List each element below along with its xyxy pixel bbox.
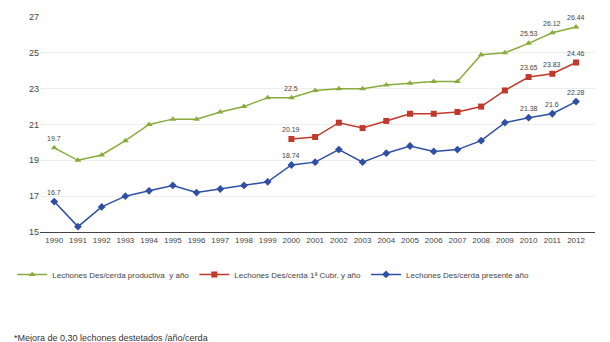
svg-text:17: 17 — [29, 191, 39, 201]
svg-text:2008: 2008 — [472, 236, 490, 245]
svg-text:1990: 1990 — [45, 236, 63, 245]
svg-text:1993: 1993 — [116, 236, 134, 245]
svg-text:21: 21 — [29, 120, 39, 130]
svg-text:2001: 2001 — [306, 236, 324, 245]
svg-text:Lechones Des/cerda 1ª Cubr. y: Lechones Des/cerda 1ª Cubr. y año — [234, 271, 361, 280]
svg-text:2005: 2005 — [401, 236, 419, 245]
svg-text:23.83: 23.83 — [543, 61, 561, 68]
svg-text:2012: 2012 — [567, 236, 585, 245]
svg-text:26.44: 26.44 — [567, 14, 585, 21]
svg-text:1996: 1996 — [188, 236, 206, 245]
svg-text:24.46: 24.46 — [567, 50, 585, 57]
svg-text:21.38: 21.38 — [520, 105, 538, 112]
svg-text:19: 19 — [29, 155, 39, 165]
svg-text:21.6: 21.6 — [545, 101, 559, 108]
svg-text:2004: 2004 — [377, 236, 395, 245]
svg-text:1991: 1991 — [69, 236, 87, 245]
svg-text:1992: 1992 — [93, 236, 111, 245]
svg-text:16.7: 16.7 — [47, 189, 61, 196]
svg-text:18.74: 18.74 — [282, 152, 300, 159]
svg-text:20.19: 20.19 — [282, 126, 300, 133]
svg-text:2011: 2011 — [544, 236, 562, 245]
svg-text:2009: 2009 — [496, 236, 514, 245]
svg-text:Lechones Des/cerda productiva: Lechones Des/cerda productiva y año — [52, 271, 189, 280]
svg-text:23.65: 23.65 — [520, 64, 538, 71]
svg-text:1995: 1995 — [164, 236, 182, 245]
svg-text:1994: 1994 — [140, 236, 158, 245]
svg-text:1998: 1998 — [235, 236, 253, 245]
svg-text:22.28: 22.28 — [567, 89, 585, 96]
svg-text:1999: 1999 — [259, 236, 277, 245]
svg-text:25: 25 — [29, 48, 39, 58]
svg-text:2006: 2006 — [425, 236, 443, 245]
svg-text:15: 15 — [29, 227, 39, 237]
svg-text:2003: 2003 — [354, 236, 372, 245]
svg-text:23: 23 — [29, 84, 39, 94]
svg-text:Lechones Des/cerda presente añ: Lechones Des/cerda presente año — [406, 271, 529, 280]
svg-text:2010: 2010 — [520, 236, 538, 245]
svg-text:1997: 1997 — [211, 236, 229, 245]
svg-text:2000: 2000 — [283, 236, 301, 245]
svg-text:25.53: 25.53 — [520, 30, 538, 37]
svg-text:27: 27 — [29, 12, 39, 22]
svg-text:22.5: 22.5 — [284, 85, 298, 92]
svg-text:2002: 2002 — [330, 236, 348, 245]
svg-text:19.7: 19.7 — [47, 135, 61, 142]
svg-text:*Mejora de 0,30 lechones deste: *Mejora de 0,30 lechones destetados /año… — [14, 333, 208, 342]
svg-text:26.12: 26.12 — [543, 20, 561, 27]
svg-text:2007: 2007 — [449, 236, 467, 245]
